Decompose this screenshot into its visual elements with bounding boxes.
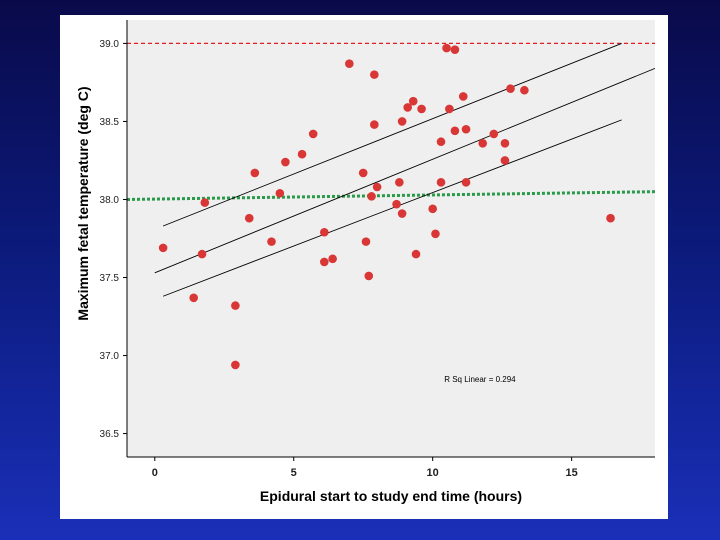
ci-lower-line [162,119,622,297]
data-point-12 [308,129,318,139]
axes: 36.5 37.0 37.5 38.0 38.5 39.0 0 5 10 15 [100,20,655,479]
scatter-chart: 36.5 37.0 37.5 38.0 38.5 39.0 0 5 10 15 R Sq Line… [75,20,656,504]
data-point-28 [403,103,412,112]
data-point-29 [408,96,418,106]
reference-line-1 [126,190,656,201]
y-tick-label-0: 36.5 [100,429,120,440]
data-point-13 [320,227,329,237]
data-point-16 [345,59,354,68]
data-point-7 [250,168,260,178]
data-point-33 [431,229,440,239]
data-point-32 [428,204,437,214]
data-point-10 [281,157,290,167]
data-point-44 [489,129,499,139]
data-point-39 [450,126,460,136]
data-point-37 [445,104,454,114]
data-point-49 [606,213,615,223]
data-point-9 [275,188,285,198]
data-points [158,43,615,370]
y-axis-title: Maximum fetal temperature (deg C) [75,86,91,320]
data-point-22 [370,70,379,79]
reference-lines [126,42,656,201]
ci-upper-line [162,42,622,227]
x-tick-label-1: 5 [291,467,297,479]
data-point-6 [244,213,254,223]
data-point-31 [417,104,426,114]
y-tick-label-3: 38.0 [100,195,120,206]
data-point-46 [500,156,510,165]
data-point-17 [358,168,368,178]
data-point-35 [436,178,446,187]
data-point-2 [197,249,207,259]
data-point-20 [367,192,376,201]
data-point-3 [200,198,210,207]
data-point-42 [461,178,471,187]
data-point-30 [411,249,421,259]
x-tick-label-2: 10 [427,467,439,479]
x-tick-label-3: 15 [566,467,578,479]
data-point-15 [328,254,337,264]
data-point-43 [478,138,488,148]
data-point-4 [231,301,240,310]
data-point-25 [395,178,404,187]
fit-line [154,67,656,274]
regression-lines [154,42,656,297]
data-point-45 [500,138,510,148]
data-point-47 [506,84,515,93]
data-point-23 [372,182,382,192]
chart-panel: 36.5 37.0 37.5 38.0 38.5 39.0 0 5 10 15 R Sq Line… [60,15,668,519]
y-tick-label-5: 39.0 [100,39,120,50]
data-point-26 [397,209,407,218]
data-point-38 [450,45,460,54]
data-point-0 [158,243,168,253]
y-tick-label-1: 37.0 [100,351,120,362]
data-point-18 [361,237,371,246]
data-point-36 [442,43,451,53]
data-point-8 [267,237,276,246]
r-squared-annotation: R Sq Linear = 0.294 [444,375,516,384]
data-point-21 [370,120,379,129]
data-point-48 [520,85,529,95]
data-point-34 [436,137,446,147]
data-point-40 [458,92,468,101]
data-point-24 [392,199,401,209]
data-point-11 [297,149,307,159]
data-point-5 [231,360,240,370]
data-point-19 [364,271,374,281]
data-point-1 [189,293,198,303]
plot-area [127,20,655,457]
data-point-27 [397,117,407,126]
data-point-14 [320,257,329,267]
x-axis-title: Epidural start to study end time (hours) [260,488,522,504]
x-tick-label-0: 0 [152,467,158,479]
y-tick-label-4: 38.5 [100,117,120,128]
y-tick-label-2: 37.5 [100,273,120,284]
data-point-41 [461,124,471,134]
